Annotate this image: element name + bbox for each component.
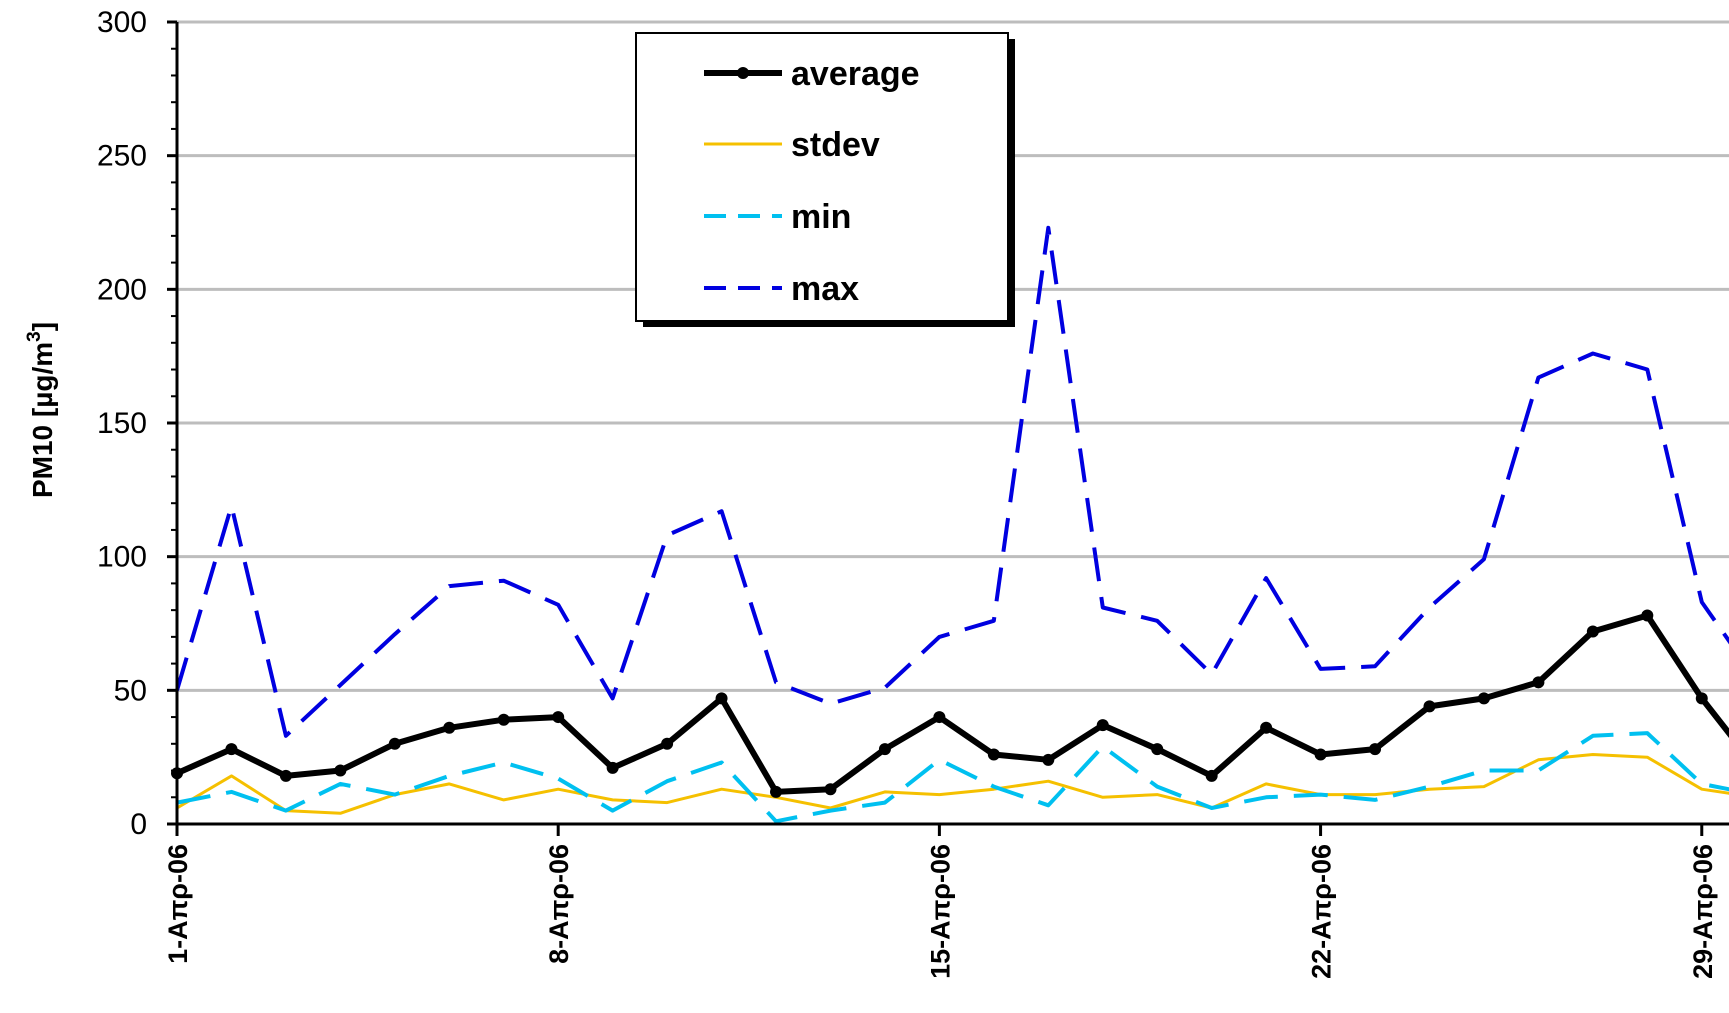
point-average — [1205, 769, 1218, 782]
point-average — [1477, 692, 1490, 705]
point-average — [1314, 748, 1327, 761]
y-tick-label: 200 — [97, 273, 147, 306]
point-average — [824, 783, 837, 796]
y-tick-label: 150 — [97, 407, 147, 440]
x-tick-label: 29-Απρ-06 — [1688, 844, 1718, 979]
y-tick-labels: 0 50 100 150 200 250 300 — [97, 6, 147, 841]
point-average — [933, 711, 946, 724]
point-average — [1532, 676, 1545, 689]
legend-label-max: max — [791, 270, 859, 308]
point-average — [1586, 625, 1599, 638]
series-line-stdev — [176, 753, 1729, 815]
legend-label-stdev: stdev — [791, 126, 880, 164]
point-average — [770, 785, 783, 798]
point-average — [1369, 743, 1382, 756]
point-average — [552, 711, 565, 724]
point-average — [1096, 719, 1109, 732]
x-tick-label: 8-Απρ-06 — [544, 844, 574, 964]
legend: average stdev min max — [635, 32, 1015, 327]
point-average — [715, 692, 728, 705]
point-average — [1695, 692, 1708, 705]
point-average — [1260, 721, 1273, 734]
x-tick-label: 1-Απρ-06 — [163, 844, 193, 964]
point-average — [1641, 609, 1654, 622]
series-line-average — [175, 612, 1729, 795]
x-tick-label: 22-Απρ-06 — [1307, 844, 1337, 979]
point-average — [1151, 743, 1164, 756]
y-tick-label: 50 — [114, 674, 147, 707]
point-average — [443, 721, 456, 734]
point-average — [1042, 753, 1055, 766]
point-average — [334, 764, 347, 777]
point-average — [987, 748, 1000, 761]
point-average — [878, 743, 891, 756]
y-tick-label: 250 — [97, 140, 147, 173]
point-average — [497, 713, 510, 726]
y-tick-label: 0 — [130, 808, 147, 841]
y-axis-label: PM10 [µg/m3] — [24, 322, 58, 498]
x-tick-label: 15-Απρ-06 — [925, 844, 955, 979]
y-tick-label: 100 — [97, 541, 147, 574]
x-tick-labels: 1-Απρ-06 8-Απρ-06 15-Απρ-06 22-Απρ-06 29-Απρ… — [163, 844, 1718, 979]
series-line-max — [175, 225, 1729, 738]
legend-marker-average — [737, 67, 749, 79]
series-line-min — [176, 731, 1729, 824]
point-average — [661, 737, 674, 750]
legend-label-average: average — [791, 55, 920, 93]
point-average — [225, 743, 238, 756]
point-average — [606, 761, 619, 774]
axes — [167, 20, 1729, 836]
point-average — [1423, 700, 1436, 713]
series-layer — [171, 225, 1729, 824]
legend-items: average stdev min max — [704, 55, 920, 308]
legend-box — [635, 32, 1009, 322]
y-tick-label: 300 — [97, 6, 147, 39]
legend-label-min: min — [791, 198, 851, 236]
point-average — [279, 769, 292, 782]
point-average — [388, 737, 401, 750]
